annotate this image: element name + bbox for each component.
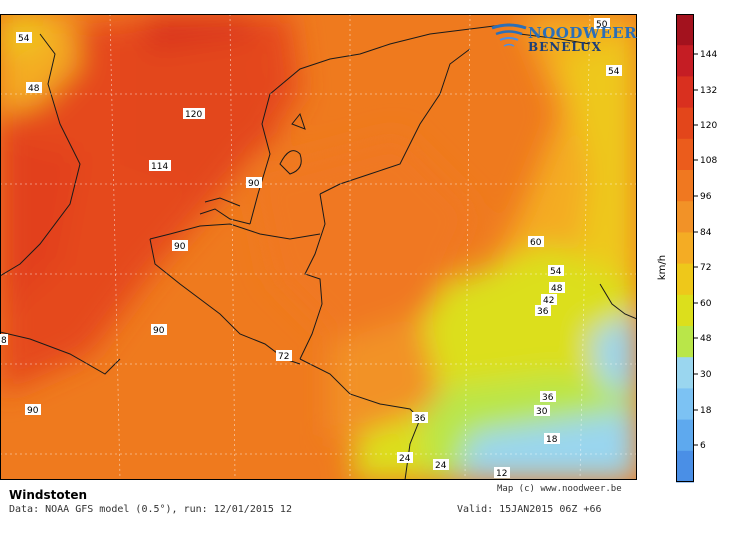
graticule (0, 14, 637, 480)
colorbar-segment (676, 450, 694, 483)
svg-text:90: 90 (153, 326, 165, 336)
colorbar-tick-label: 120 (700, 121, 717, 131)
svg-text:8: 8 (1, 336, 7, 346)
colorbar-tick-label: 72 (700, 263, 711, 273)
tornado-icon (491, 23, 527, 47)
map-value-5: 90 (172, 240, 188, 252)
svg-text:48: 48 (28, 84, 40, 94)
logo-line1: NOODWEER (528, 24, 638, 42)
map-value-6: 90 (151, 324, 167, 336)
map-value-18: 24 (397, 452, 413, 464)
map-value-13: 36 (535, 305, 551, 317)
valid-time: Valid: 15JAN2015 06Z +66 (457, 504, 602, 515)
svg-text:54: 54 (608, 67, 620, 77)
svg-text:36: 36 (537, 307, 549, 317)
map-value-10: 54 (548, 265, 564, 277)
colorbar-tick-label: 48 (700, 334, 712, 344)
colorbar-tick-label: 18 (700, 406, 712, 416)
svg-text:90: 90 (248, 179, 260, 189)
colorbar-tick-label: 84 (700, 228, 712, 238)
colorbar-segment (676, 388, 694, 421)
colorbar (676, 14, 694, 483)
svg-text:48: 48 (551, 284, 563, 294)
map-value-7: 90 (25, 404, 41, 416)
map-value-1: 48 (26, 82, 42, 94)
colorbar-segment (676, 419, 694, 452)
svg-text:50: 50 (596, 20, 608, 30)
colorbar-segment (676, 294, 694, 327)
svg-text:36: 36 (542, 393, 554, 403)
map-value-19: 24 (433, 459, 449, 471)
svg-text:54: 54 (18, 34, 30, 44)
colorbar-segment (676, 14, 694, 46)
svg-text:60: 60 (530, 238, 542, 248)
colorbar-segment (676, 263, 694, 296)
borders (0, 23, 637, 480)
map-svg: 54 48 120 114 90 90 90 90 72 60 54 48 42… (0, 14, 637, 480)
wind-gust-map: 54 48 120 114 90 90 90 90 72 60 54 48 42… (0, 14, 637, 480)
colorbar-tick-label: 96 (700, 192, 712, 202)
logo-line2: BENELUX (528, 40, 602, 54)
map-value-21: 54 (606, 65, 622, 77)
map-value-4: 90 (246, 177, 262, 189)
colorbar-segment (676, 201, 694, 233)
map-value-0: 54 (16, 32, 32, 44)
svg-text:30: 30 (536, 407, 548, 417)
colorbar-segment (676, 138, 694, 171)
map-value-23: 8 (0, 334, 8, 346)
data-source: Data: NOAA GFS model (0.5°), run: 12/01/… (9, 504, 292, 515)
map-value-20: 12 (494, 467, 510, 479)
colorbar-segment (676, 232, 694, 265)
colorbar-tick-label: 132 (700, 86, 717, 96)
svg-text:42: 42 (543, 296, 554, 306)
svg-text:90: 90 (174, 242, 186, 252)
svg-text:90: 90 (27, 406, 39, 416)
colorbar-segment (676, 170, 694, 202)
colorbar-segment (676, 45, 694, 77)
map-value-22: 50 (594, 18, 610, 30)
map-value-8: 72 (276, 350, 292, 362)
svg-text:72: 72 (278, 352, 289, 362)
colorbar-segment (676, 76, 694, 109)
svg-text:114: 114 (151, 162, 168, 172)
map-value-16: 36 (412, 412, 428, 424)
map-value-15: 30 (534, 405, 550, 417)
colorbar-segment (676, 357, 694, 389)
map-title: Windstoten (9, 488, 88, 502)
colorbar-tick-label: 60 (700, 299, 712, 309)
map-value-14: 36 (540, 391, 556, 403)
colorbar-tick-label: 108 (700, 156, 717, 166)
svg-text:120: 120 (185, 110, 202, 120)
noodweer-logo (490, 22, 528, 56)
svg-text:24: 24 (435, 461, 447, 471)
svg-text:36: 36 (414, 414, 426, 424)
map-value-labels: 54 48 120 114 90 90 90 90 72 60 54 48 42… (0, 18, 622, 479)
colorbar-segment (676, 107, 694, 140)
map-credit: Map (c) www.noodweer.be (497, 484, 622, 494)
colorbar-tick-label: 144 (700, 50, 717, 60)
colorbar-tick-label: 30 (700, 370, 712, 380)
map-value-11: 48 (549, 282, 565, 294)
map-value-2: 120 (183, 108, 205, 120)
colorbar-segment (676, 326, 694, 358)
svg-text:18: 18 (546, 435, 558, 445)
map-value-9: 60 (528, 236, 544, 248)
colorbar-tick-label: 6 (700, 441, 706, 451)
map-value-17: 18 (544, 433, 560, 445)
map-value-3: 114 (149, 160, 171, 172)
svg-text:12: 12 (496, 469, 507, 479)
svg-text:24: 24 (399, 454, 411, 464)
unit-label: km/h (657, 254, 669, 281)
svg-text:54: 54 (550, 267, 562, 277)
colorbar-ticks: 144 132 120 108 96 84 72 60 48 30 18 6 (694, 50, 717, 451)
map-value-12: 42 (541, 294, 557, 306)
